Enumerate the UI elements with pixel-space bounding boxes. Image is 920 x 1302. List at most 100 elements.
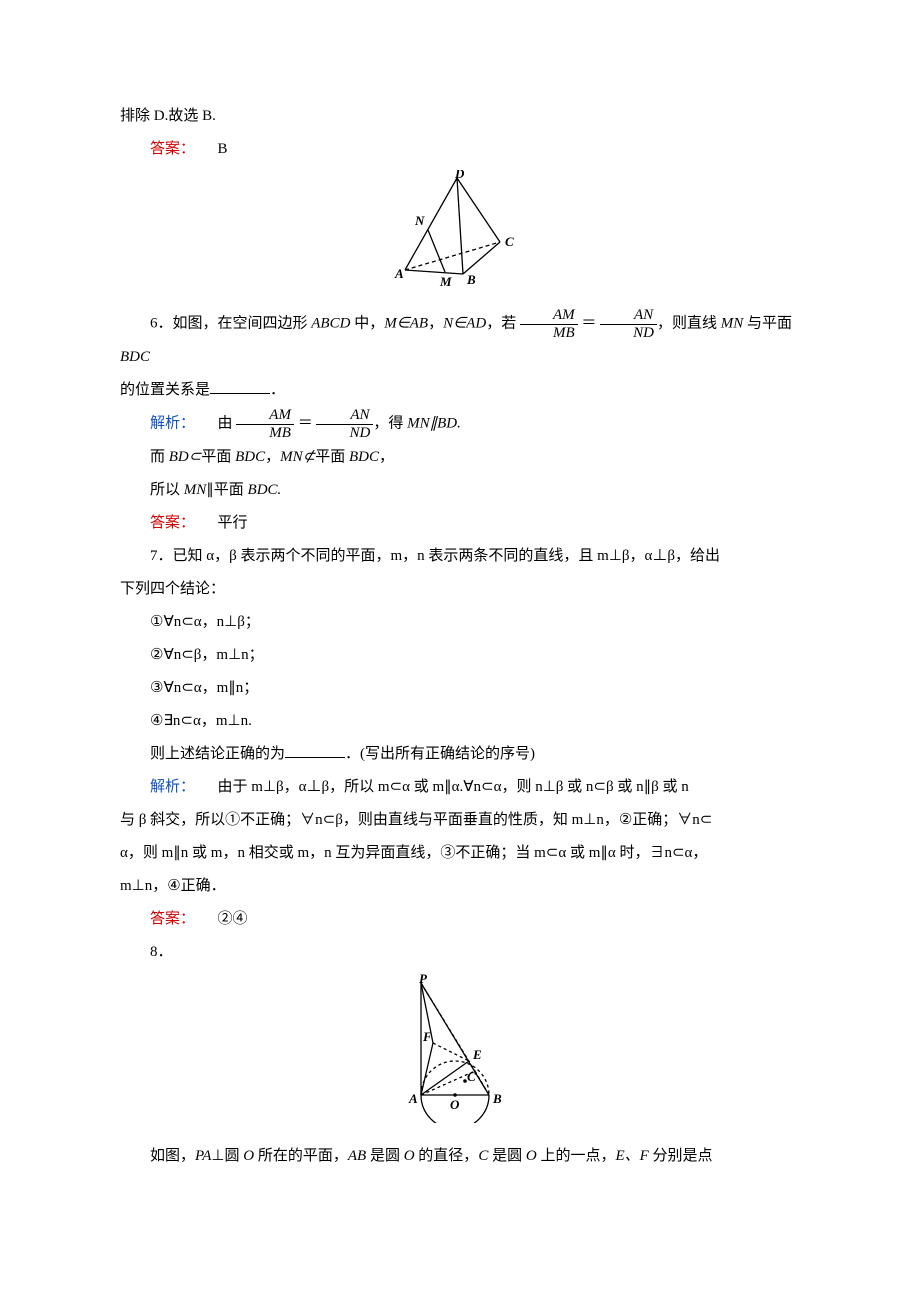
q6-text-a: 6．如图，在空间四边形 <box>150 315 311 331</box>
q6-e2b: BD⊂ <box>169 449 202 465</box>
q6-exp-a: 由 <box>218 415 233 431</box>
circle-triangle-svg: A B C O P E F <box>395 973 525 1123</box>
svg-text:M: M <box>439 274 452 289</box>
q8-to: 分别是点 <box>649 1148 713 1164</box>
answer-label: 答案： <box>150 141 195 157</box>
q8-text1: 如图，PA⊥圆 O 所在的平面，AB 是圆 O 的直径，C 是圆 O 上的一点，… <box>120 1140 800 1173</box>
q6-m-ab: M∈AB <box>384 315 428 331</box>
svg-text:A: A <box>408 1091 418 1106</box>
num-an: AN <box>600 307 657 325</box>
explain-label: 解析： <box>150 779 195 795</box>
svg-text:P: P <box>419 973 428 986</box>
q6-e2g: 平面 <box>315 449 349 465</box>
top-answer: 答案： B <box>120 133 800 166</box>
q8-tj: C <box>478 1148 488 1164</box>
q6-bdc: BDC <box>120 349 150 365</box>
svg-text:E: E <box>472 1047 482 1062</box>
q6-e2a: 而 <box>150 449 169 465</box>
q6-e2i: ， <box>379 449 394 465</box>
q7-e2: 与 β 斜交，所以①不正确；∀n⊂β，则由直线与平面垂直的性质，知 m⊥n，②正… <box>120 812 712 828</box>
q7-opt4: ④∃n⊂α，m⊥n. <box>120 705 800 738</box>
q6-sep1: ， <box>428 315 443 331</box>
q6-e2d: BDC <box>235 449 265 465</box>
q6-abcd: ABCD <box>311 315 350 331</box>
q6-text-e: 与平面 <box>743 315 792 331</box>
q6-line2-a: 的位置关系是 <box>120 382 210 398</box>
q7-ask-a: 则上述结论正确的为 <box>150 746 285 762</box>
blank-q7 <box>285 742 345 758</box>
q8-tk: 是圆 <box>488 1148 526 1164</box>
den-mb2: MB <box>236 425 294 442</box>
q8-tf: AB <box>348 1148 366 1164</box>
den-nd: ND <box>600 325 657 342</box>
q8-tg: 是圆 <box>366 1148 404 1164</box>
q7-t1: 7．已知 α，β 表示两个不同的平面，m，n 表示两条不同的直线，且 m⊥β，α… <box>150 548 720 564</box>
svg-text:D: D <box>454 170 465 181</box>
q6-answer: 答案： 平行 <box>120 507 800 540</box>
q6-text-b: 中， <box>350 315 384 331</box>
svg-text:O: O <box>450 1097 460 1112</box>
frac-am-mb: AMMB <box>520 307 578 341</box>
q7-exp3: α，则 m∥n 或 m，n 相交或 m，n 互为异面直线，③不正确；当 m⊂α … <box>120 837 800 870</box>
svg-text:C: C <box>505 234 514 249</box>
q7-ask: 则上述结论正确的为．(写出所有正确结论的序号) <box>120 738 800 771</box>
q7-line2: 下列四个结论： <box>120 573 800 606</box>
num-an2: AN <box>316 407 373 425</box>
q7-answer: 答案： ②④ <box>120 903 800 936</box>
top-continuation: 排除 D.故选 B. <box>120 100 800 133</box>
q8-tm: 上的一点， <box>537 1148 616 1164</box>
q6-line1: 6．如图，在空间四边形 ABCD 中，M∈AB，N∈AD，若 AMMB ＝ AN… <box>120 307 800 374</box>
q6-n-ad: N∈AD <box>443 315 486 331</box>
q6-mn: MN <box>721 315 744 331</box>
q6-text-c: ，若 <box>486 315 516 331</box>
q7-o3: ③∀n⊂α，m∥n； <box>150 680 258 696</box>
answer-label: 答案： <box>150 515 195 531</box>
q6-line2: 的位置关系是 ． <box>120 374 800 407</box>
frac-an-nd-2: ANND <box>316 407 373 441</box>
q6-explain-1: 解析： 由 AMMB ＝ ANND，得 MN∥BD. <box>120 407 800 441</box>
q8-tl: O <box>526 1148 537 1164</box>
q7-o4: ④∃n⊂α，m⊥n. <box>150 713 252 729</box>
q6-eq2: ＝ <box>298 415 313 431</box>
q6-exp-b: ，得 <box>373 415 407 431</box>
q7-opt3: ③∀n⊂α，m∥n； <box>120 672 800 705</box>
explain-label: 解析： <box>150 415 195 431</box>
svg-text:A: A <box>394 266 404 281</box>
svg-text:B: B <box>466 272 476 287</box>
q6-e3d: BDC. <box>248 482 282 498</box>
q6-text-d: ，则直线 <box>657 315 721 331</box>
q7-exp4: m⊥n，④正确． <box>120 870 800 903</box>
blank-q6 <box>210 378 270 394</box>
figure-q6: A B C D M N <box>120 170 800 303</box>
q7-e1: 由于 m⊥β，α⊥β，所以 m⊂α 或 m∥α.∀n⊂α，则 n⊥β 或 n⊂β… <box>218 779 689 795</box>
q6-exp-c: MN∥BD. <box>407 415 461 431</box>
answer-value: B <box>218 141 228 157</box>
q7-exp1: 解析： 由于 m⊥β，α⊥β，所以 m⊂α 或 m∥α.∀n⊂α，则 n⊥β 或… <box>120 771 800 804</box>
q6-e2f: MN⊄ <box>280 449 315 465</box>
q6-line2-b: ． <box>270 382 285 398</box>
svg-text:N: N <box>414 213 425 228</box>
q8-tc: ⊥圆 <box>211 1148 243 1164</box>
q6-e2c: 平面 <box>201 449 235 465</box>
q8-ti: 的直径， <box>415 1148 479 1164</box>
answer-value: ②④ <box>218 911 248 927</box>
q7-e3: α，则 m∥n 或 m，n 相交或 m，n 互为异面直线，③不正确；当 m⊂α … <box>120 845 707 861</box>
q8-num: 8． <box>120 936 800 969</box>
q8-tb: PA <box>195 1148 211 1164</box>
q6-explain-2: 而 BD⊂平面 BDC，MN⊄平面 BDC， <box>120 441 800 474</box>
tetrahedron-svg: A B C D M N <box>385 170 535 290</box>
q6-e3a: 所以 <box>150 482 184 498</box>
svg-text:F: F <box>422 1029 432 1044</box>
q8-tn: E、F <box>615 1148 648 1164</box>
svg-text:C: C <box>467 1069 476 1084</box>
den-nd2: ND <box>316 425 373 442</box>
q7-o2: ②∀n⊂β，m⊥n； <box>150 647 264 663</box>
q6-e2e: ， <box>265 449 280 465</box>
page: 排除 D.故选 B. 答案： B A B C D M <box>0 0 920 1233</box>
q7-exp2: 与 β 斜交，所以①不正确；∀n⊂β，则由直线与平面垂直的性质，知 m⊥n，②正… <box>120 804 800 837</box>
q7-opt1: ①∀n⊂α，n⊥β； <box>120 606 800 639</box>
q6-e3b: MN <box>184 482 207 498</box>
answer-label: 答案： <box>150 911 195 927</box>
answer-value: 平行 <box>218 515 248 531</box>
q6-eq: ＝ <box>581 315 596 331</box>
